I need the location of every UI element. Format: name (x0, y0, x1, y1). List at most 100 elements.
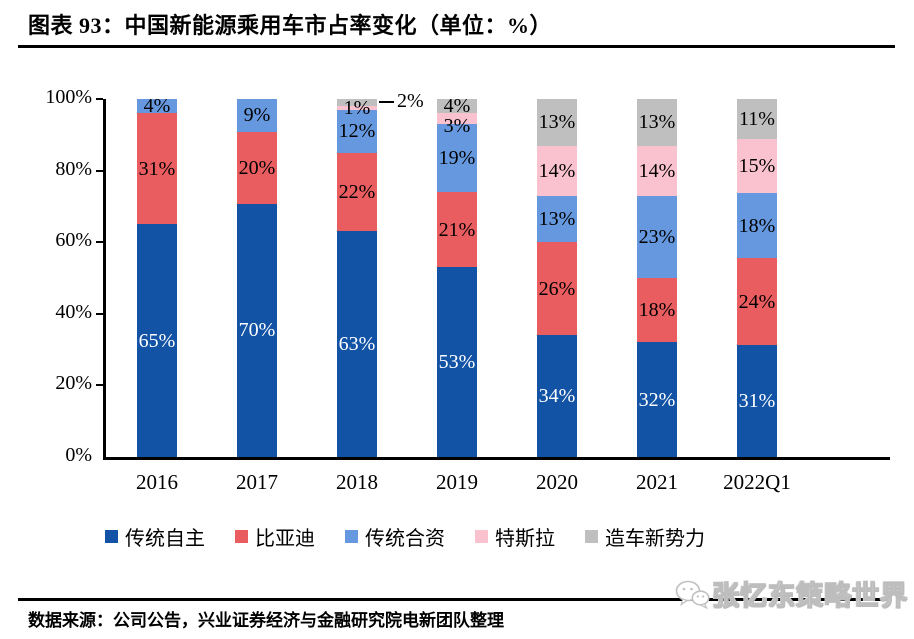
bar-value-label: 9% (243, 104, 271, 127)
bar-value-label: 24% (738, 290, 776, 313)
y-axis-tick (96, 169, 103, 172)
bar-value-label: 21% (438, 218, 476, 241)
bar-segment (737, 138, 777, 193)
bar-value-label: 15% (738, 154, 776, 177)
bar-segment (137, 224, 177, 457)
bar-value-label: 11% (739, 107, 775, 130)
bar-value-label: 14% (538, 159, 576, 182)
y-axis-tick-label: 0% (65, 444, 92, 466)
watermark: 张忆东策略世界 (674, 574, 908, 613)
x-axis-tick-label: 2022Q1 (723, 470, 791, 494)
legend-marker (345, 530, 358, 543)
annotation-label: 2% (397, 89, 424, 112)
bar-segment (537, 145, 577, 196)
x-axis-tick-label: 2021 (636, 470, 678, 494)
bar-segment (237, 203, 277, 457)
bar-value-label: 31% (738, 389, 776, 412)
bar-segment (437, 99, 477, 114)
chart-legend: 传统自主 比亚迪 传统合资 特斯拉 造车新势力 (0, 522, 810, 551)
bar-value-label: 18% (738, 214, 776, 237)
footer-rule (18, 598, 890, 601)
y-axis-tick-label: 80% (55, 157, 92, 180)
y-axis-tick (96, 98, 103, 100)
bar-value-label: 3% (443, 115, 471, 138)
bar-value-label: 12% (338, 120, 376, 143)
legend-item: 传统自主 (105, 522, 205, 551)
bar-value-label: 4% (143, 95, 171, 118)
bar-segment (337, 109, 377, 153)
legend-item: 特斯拉 (475, 522, 555, 551)
x-axis-tick-label: 2016 (136, 470, 178, 494)
legend-item: 比亚迪 (235, 522, 315, 551)
bar-segment (737, 99, 777, 139)
legend-item: 传统合资 (345, 522, 445, 551)
bar-value-label: 13% (638, 111, 676, 134)
bar-segment (437, 192, 477, 268)
bar-value-label: 19% (438, 147, 476, 170)
annotation-leader-line (379, 100, 394, 104)
bar-segment (337, 106, 377, 110)
bar-segment (737, 344, 777, 457)
bar-value-label: 65% (138, 329, 176, 352)
legend-label: 造车新势力 (605, 528, 705, 550)
bar-segment (637, 278, 677, 343)
bar-segment (637, 145, 677, 196)
bar-segment (537, 99, 577, 146)
bar-value-label: 1% (343, 96, 371, 119)
bar-value-label: 31% (138, 157, 176, 180)
bar-segment (337, 231, 377, 457)
bar-segment (537, 195, 577, 243)
bar-segment (637, 342, 677, 457)
bar-segment (437, 124, 477, 193)
bar-segment (637, 195, 677, 278)
x-axis-tick-label: 2017 (236, 470, 278, 494)
y-axis-tick (96, 312, 103, 315)
bar-segment (137, 99, 177, 114)
y-axis-line (103, 99, 106, 460)
bar-segment (337, 152, 377, 232)
bar-segment (537, 335, 577, 457)
bar-value-label: 70% (238, 319, 276, 342)
bar-segment (537, 242, 577, 336)
figure-title: 图表 93：中国新能源乘用车市占率变化（单位：%） (28, 13, 553, 38)
x-axis-tick-label: 2018 (336, 470, 378, 494)
legend-label: 比亚迪 (255, 528, 315, 550)
bar-value-label: 20% (238, 156, 276, 179)
y-axis-tick-label: 20% (55, 372, 92, 395)
bar-value-label: 53% (438, 351, 476, 374)
legend-label: 传统自主 (125, 528, 205, 550)
bar-segment (237, 131, 277, 204)
legend-marker (235, 530, 248, 543)
bar-value-label: 13% (538, 111, 576, 134)
legend-marker (585, 530, 598, 543)
bar-value-label: 14% (638, 159, 676, 182)
legend-item: 造车新势力 (585, 522, 705, 551)
legend-marker (105, 530, 118, 543)
y-axis-tick-label: 60% (55, 229, 92, 252)
y-axis-tick (96, 241, 103, 244)
wechat-icon (675, 580, 710, 609)
y-axis-tick-label: 40% (55, 300, 92, 323)
bar-segment (637, 99, 677, 146)
bar-value-label: 13% (538, 207, 576, 230)
bar-value-label: 34% (538, 385, 576, 408)
bar-segment (337, 99, 377, 107)
watermark-text: 张忆东策略世界 (712, 581, 908, 612)
bar-segment (737, 258, 777, 345)
x-axis-line (103, 457, 890, 460)
bar-value-label: 23% (638, 225, 676, 248)
x-axis-tick-label: 2019 (436, 470, 478, 494)
bar-value-label: 18% (638, 299, 676, 322)
y-axis-tick (96, 384, 103, 387)
data-source-text: 数据来源：公司公告，兴业证券经济与金融研究院电新团队整理 (28, 611, 504, 630)
bar-segment (437, 267, 477, 457)
bar-segment (237, 99, 277, 132)
bar-value-label: 4% (443, 95, 471, 118)
bar-value-label: 22% (338, 181, 376, 204)
title-rule (18, 45, 895, 48)
bar-segment (737, 193, 777, 259)
bar-segment (137, 113, 177, 225)
x-axis-tick-label: 2020 (536, 470, 578, 494)
y-axis-tick-label: 100% (45, 86, 92, 108)
